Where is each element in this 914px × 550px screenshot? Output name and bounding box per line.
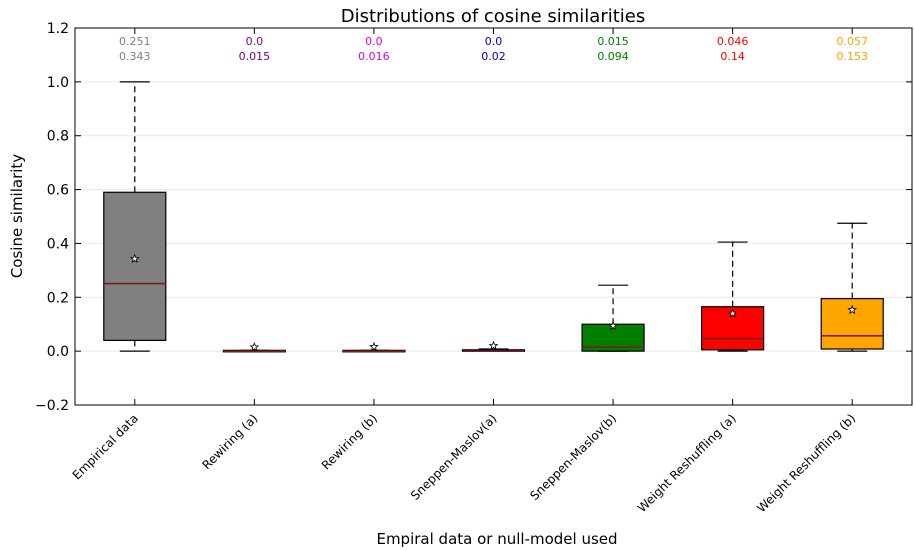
median-annotation: 0.057 bbox=[836, 35, 868, 48]
y-tick-label: 0.6 bbox=[47, 183, 69, 199]
mean-annotation: 0.153 bbox=[836, 50, 868, 63]
mean-annotation: 0.094 bbox=[597, 50, 629, 63]
grid bbox=[75, 81, 912, 352]
mean-marker bbox=[249, 341, 260, 352]
y-tick-label: 0.0 bbox=[47, 344, 69, 360]
x-axis-label: Empiral data or null-model used bbox=[376, 530, 617, 548]
y-tick-label: 0.8 bbox=[47, 129, 69, 145]
y-tick-label: −0.2 bbox=[35, 398, 69, 414]
mean-annotation: 0.14 bbox=[720, 50, 745, 63]
x-tick-label: Empirical data bbox=[70, 411, 141, 482]
median-annotation: 0.0 bbox=[485, 35, 503, 48]
y-tick-label: 0.2 bbox=[47, 290, 69, 306]
x-tick-label: Weight Reshuffling (a) bbox=[635, 411, 739, 515]
mean-marker bbox=[727, 308, 738, 318]
y-axis-label: Cosine similarity bbox=[8, 154, 26, 278]
mean-annotation: 0.016 bbox=[358, 50, 390, 63]
mean-annotation: 0.343 bbox=[119, 50, 151, 63]
annotations: 0.251 0.343 0.0 0.015 0.0 0.016 0.0 0.02 0.015 0.… bbox=[119, 35, 868, 63]
median-annotation: 0.0 bbox=[365, 35, 383, 48]
x-tick-label: Sneppen-Maslov(a) bbox=[408, 411, 500, 503]
box bbox=[103, 191, 167, 341]
axes: −0.2 0.0 0.2 0.4 0.6 0.8 1.0 1.2 Empirical data R… bbox=[35, 21, 912, 515]
x-tick-label: Weight Reshuffling (b) bbox=[754, 411, 858, 515]
mean-annotation: 0.02 bbox=[481, 50, 506, 63]
x-tick-label: Rewiring (a) bbox=[199, 411, 260, 472]
median-annotation: 0.046 bbox=[717, 35, 749, 48]
x-tick-label: Sneppen-Maslov(b) bbox=[527, 411, 619, 503]
median-annotation: 0.015 bbox=[597, 35, 629, 48]
mean-marker bbox=[847, 304, 858, 315]
y-tick-label: 1.0 bbox=[47, 75, 69, 91]
boxes bbox=[103, 81, 884, 353]
y-tick-label: 0.4 bbox=[47, 236, 69, 252]
mean-annotation: 0.015 bbox=[239, 50, 271, 63]
mean-marker bbox=[129, 253, 140, 263]
mean-marker bbox=[488, 340, 499, 350]
median-annotation: 0.251 bbox=[119, 35, 151, 48]
x-tick-label: Rewiring (b) bbox=[319, 411, 380, 472]
median-annotation: 0.0 bbox=[246, 35, 264, 48]
y-tick-label: 1.2 bbox=[47, 21, 69, 37]
mean-marker bbox=[369, 341, 379, 351]
chart-title: Distributions of cosine similarities bbox=[341, 6, 646, 27]
mean-marker bbox=[608, 320, 618, 330]
